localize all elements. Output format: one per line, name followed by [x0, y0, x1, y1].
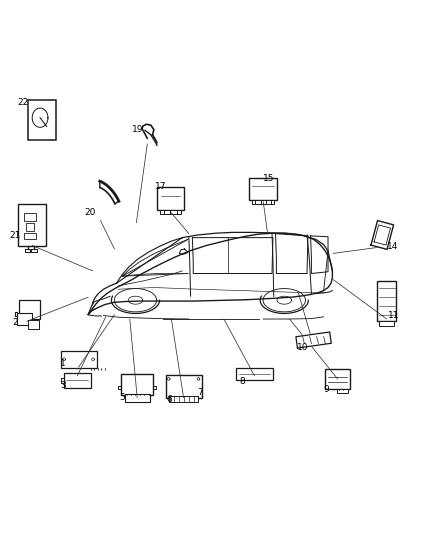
- Bar: [64, 373, 91, 387]
- Text: 21: 21: [10, 231, 21, 240]
- Bar: [165, 375, 201, 398]
- Bar: [168, 396, 198, 402]
- Bar: [28, 320, 39, 329]
- Text: 19: 19: [131, 125, 143, 134]
- Bar: [18, 300, 39, 319]
- Bar: [377, 280, 395, 321]
- Text: 17: 17: [154, 182, 166, 191]
- Bar: [60, 351, 96, 368]
- Text: 10: 10: [296, 343, 307, 352]
- Bar: [121, 374, 152, 395]
- Bar: [252, 200, 274, 204]
- Text: 9: 9: [322, 385, 328, 394]
- Text: 22: 22: [18, 98, 29, 107]
- Bar: [157, 187, 183, 210]
- Bar: [235, 368, 273, 380]
- Polygon shape: [370, 221, 393, 249]
- Text: 2: 2: [12, 318, 18, 327]
- Bar: [124, 394, 150, 402]
- Text: 5: 5: [119, 393, 125, 402]
- Bar: [24, 232, 36, 239]
- Text: 8: 8: [239, 377, 244, 386]
- Text: 14: 14: [386, 243, 397, 251]
- Bar: [24, 213, 36, 221]
- Text: 20: 20: [84, 208, 95, 217]
- Polygon shape: [295, 332, 331, 348]
- Bar: [25, 223, 34, 231]
- Text: 15: 15: [262, 174, 274, 183]
- Text: 3: 3: [60, 381, 66, 390]
- Text: 11: 11: [387, 311, 398, 320]
- Text: 1: 1: [60, 359, 66, 368]
- Bar: [378, 321, 393, 326]
- Bar: [17, 313, 32, 325]
- Bar: [160, 210, 180, 214]
- Bar: [18, 204, 46, 246]
- Text: 7: 7: [197, 387, 203, 397]
- Bar: [324, 369, 350, 389]
- Bar: [28, 100, 57, 140]
- Bar: [248, 178, 277, 200]
- Bar: [336, 389, 347, 393]
- Text: 6: 6: [166, 395, 172, 404]
